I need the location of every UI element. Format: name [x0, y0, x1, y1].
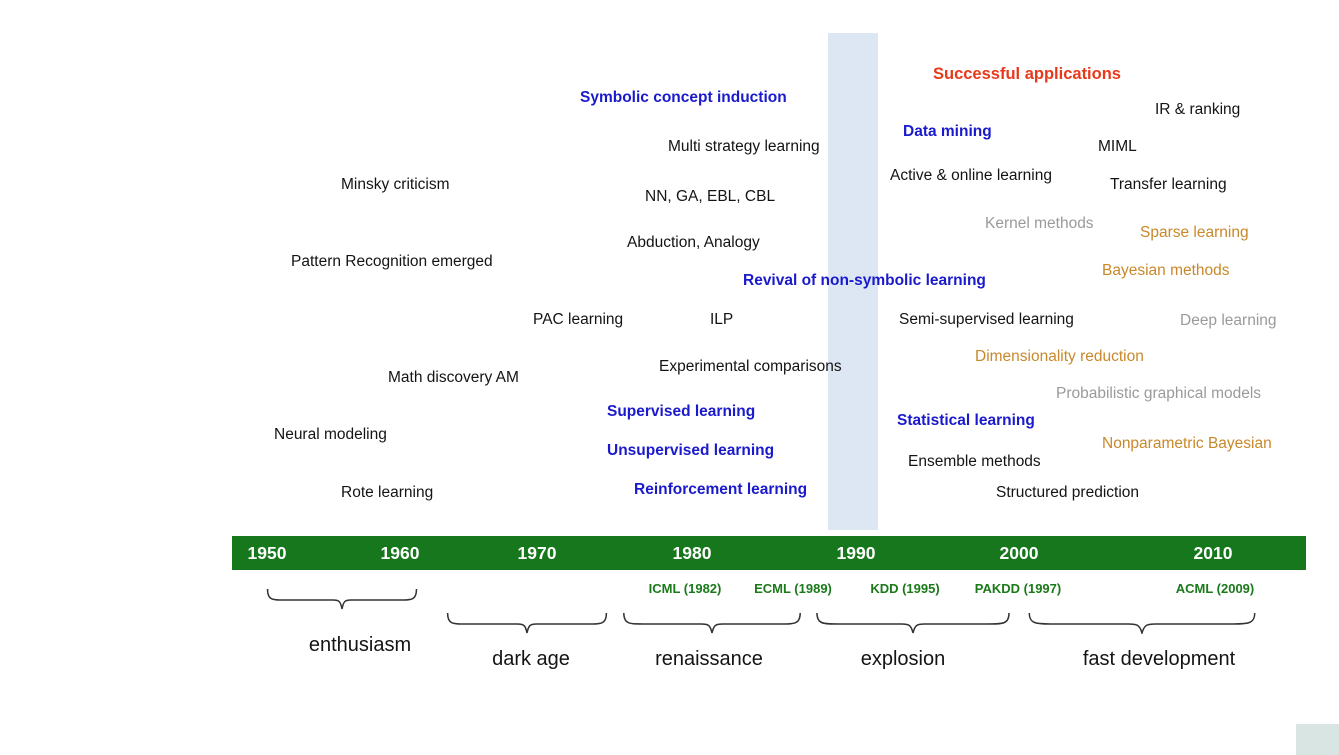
topic-neural-modeling: Neural modeling	[274, 426, 387, 443]
topic-revival-non-symbolic-learning: Revival of non-symbolic learning	[743, 272, 986, 289]
topic-transfer-learning: Transfer learning	[1110, 176, 1227, 193]
era-brace-dark-age	[446, 612, 608, 634]
topic-reinforcement-learning: Reinforcement learning	[634, 481, 808, 498]
conference-kdd: KDD (1995)	[870, 581, 940, 596]
topic-nn-ga-ebl-cbl: NN, GA, EBL, CBL	[645, 188, 776, 205]
topic-deep-learning: Deep learning	[1180, 312, 1277, 329]
conference-ecml: ECML (1989)	[754, 581, 832, 596]
decade-1990: 1990	[836, 543, 876, 563]
topic-experimental-comparisons: Experimental comparisons	[659, 358, 842, 375]
era-label-fast-development: fast development	[1082, 648, 1236, 670]
topic-statistical-learning: Statistical learning	[897, 412, 1035, 429]
decade-1970: 1970	[517, 543, 557, 563]
decade-1950: 1950	[247, 543, 287, 563]
topic-symbolic-concept-induction: Symbolic concept induction	[580, 89, 787, 106]
topic-abduction-analogy: Abduction, Analogy	[627, 234, 760, 251]
topic-ensemble-methods: Ensemble methods	[908, 453, 1041, 470]
topic-active-online-learning: Active & online learning	[890, 167, 1052, 184]
topic-rote-learning: Rote learning	[341, 484, 434, 501]
decade-1980: 1980	[672, 543, 712, 563]
topic-bayesian-methods: Bayesian methods	[1102, 262, 1230, 279]
era-brace-renaissance	[622, 612, 802, 634]
topic-minsky-criticism: Minsky criticism	[341, 176, 450, 193]
topic-ilp: ILP	[710, 311, 734, 328]
topic-pattern-recognition-emerged: Pattern Recognition emerged	[291, 253, 493, 270]
topic-sparse-learning: Sparse learning	[1140, 224, 1249, 241]
topic-unsupervised-learning: Unsupervised learning	[607, 442, 775, 459]
era-brace-enthusiasm	[266, 588, 418, 610]
decade-highlight-band	[828, 33, 878, 530]
topic-structured-prediction: Structured prediction	[996, 484, 1140, 501]
topic-pac-learning: PAC learning	[533, 311, 624, 328]
topic-data-mining: Data mining	[903, 123, 992, 140]
corner-decoration	[1296, 724, 1339, 755]
era-brace-explosion	[815, 612, 1011, 634]
topic-kernel-methods: Kernel methods	[985, 215, 1094, 232]
topic-ir-ranking: IR & ranking	[1155, 101, 1241, 118]
era-label-renaissance: renaissance	[655, 648, 763, 670]
topic-math-discovery-am: Math discovery AM	[388, 369, 519, 386]
topic-semi-supervised-learning: Semi-supervised learning	[899, 311, 1074, 328]
decade-2010: 2010	[1193, 543, 1233, 563]
decade-2000: 2000	[999, 543, 1039, 563]
era-brace-fast-development	[1027, 612, 1257, 634]
topic-supervised-learning: Supervised learning	[607, 403, 756, 420]
conference-icml: ICML (1982)	[648, 581, 722, 596]
topic-nonparametric-bayesian: Nonparametric Bayesian	[1102, 435, 1272, 452]
conference-pakdd: PAKDD (1997)	[974, 581, 1062, 596]
conference-acml: ACML (2009)	[1175, 581, 1255, 596]
timeline-bar	[232, 536, 1306, 570]
decade-1960: 1960	[380, 543, 420, 563]
topic-successful-applications: Successful applications	[933, 65, 1121, 83]
topic-multi-strategy-learning: Multi strategy learning	[668, 138, 820, 155]
era-label-dark-age: dark age	[492, 648, 570, 670]
era-label-enthusiasm: enthusiasm	[308, 634, 412, 656]
topic-miml: MIML	[1098, 138, 1137, 155]
topic-probabilistic-graphical-models: Probabilistic graphical models	[1056, 385, 1262, 402]
era-label-explosion: explosion	[860, 648, 946, 670]
topic-dimensionality-reduction: Dimensionality reduction	[975, 348, 1144, 365]
